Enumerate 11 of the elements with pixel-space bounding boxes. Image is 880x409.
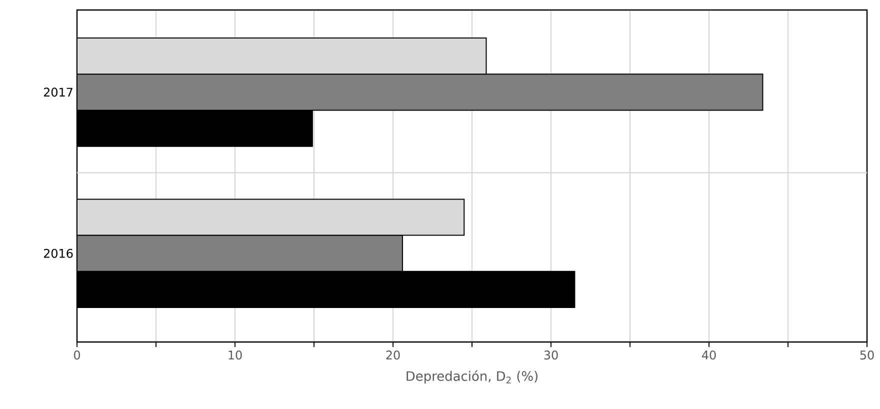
x-tick-label: 50 <box>860 350 874 360</box>
y-tick-label: 2016 <box>44 248 73 258</box>
x-tick-label: 0 <box>74 350 80 360</box>
bar <box>77 74 764 111</box>
y-tick-label: 2017 <box>44 88 72 97</box>
bar <box>77 234 403 272</box>
x-axis-title: Depredación, D$_{2}$ (%) <box>406 370 538 384</box>
x-tick-label: 30 <box>544 350 558 360</box>
x-tick-label: 10 <box>228 350 242 360</box>
x-tick-label: 20 <box>386 350 400 360</box>
x-tick-label: 40 <box>702 350 716 360</box>
